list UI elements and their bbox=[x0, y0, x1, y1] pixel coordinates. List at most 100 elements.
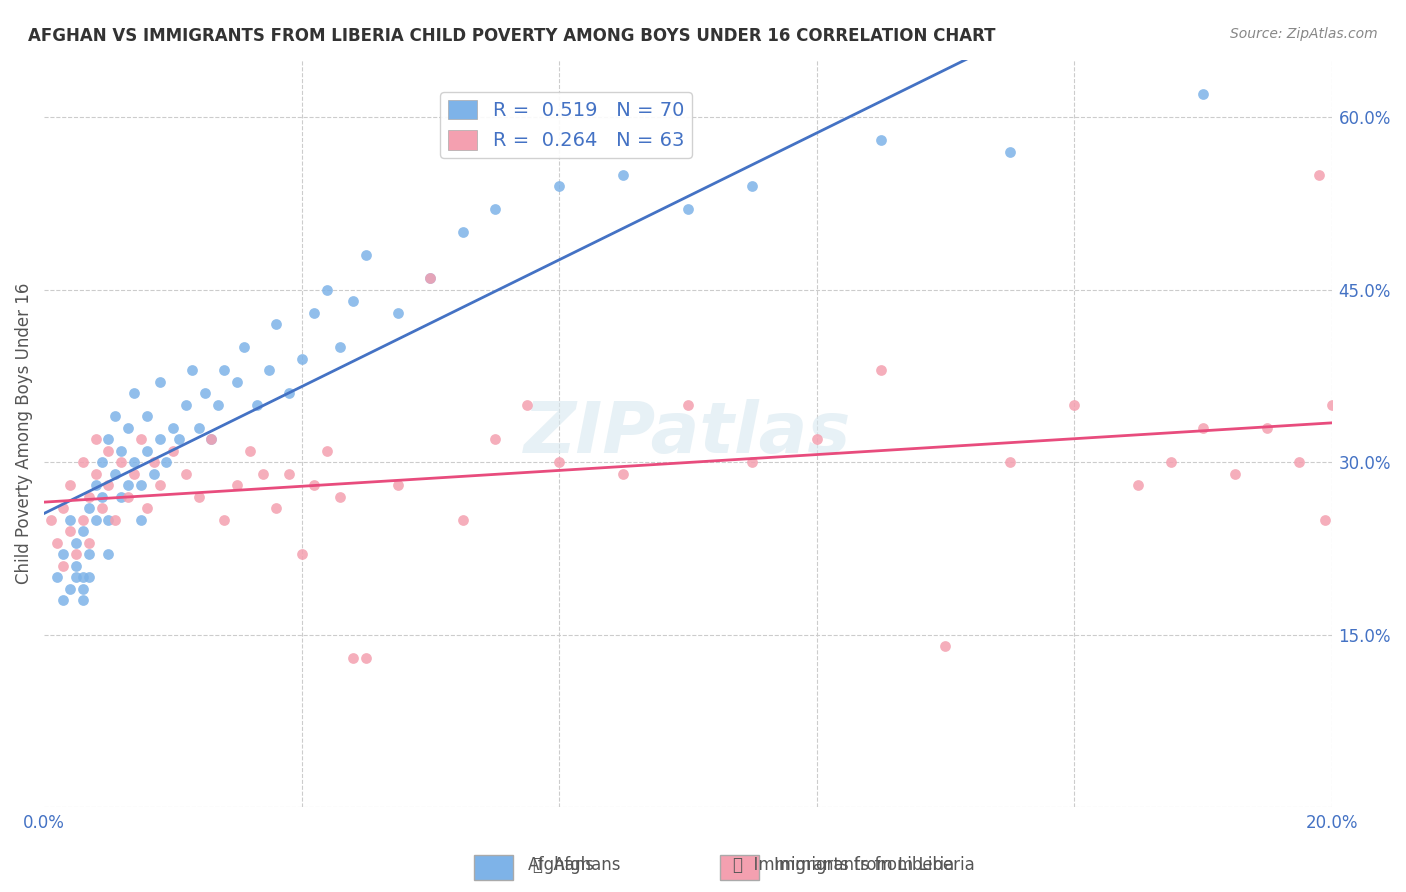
Point bbox=[806, 432, 828, 446]
Point bbox=[516, 398, 538, 412]
Point bbox=[39, 513, 62, 527]
Text: ⬜  Afghans: ⬜ Afghans bbox=[533, 856, 620, 874]
Point bbox=[187, 421, 209, 435]
Point bbox=[72, 455, 94, 469]
Point bbox=[277, 386, 299, 401]
Point bbox=[104, 513, 127, 527]
Point bbox=[548, 179, 571, 194]
Point bbox=[84, 513, 107, 527]
Text: Afghans: Afghans bbox=[529, 856, 595, 874]
Point bbox=[65, 558, 87, 573]
Point bbox=[484, 432, 506, 446]
Text: AFGHAN VS IMMIGRANTS FROM LIBERIA CHILD POVERTY AMONG BOYS UNDER 16 CORRELATION : AFGHAN VS IMMIGRANTS FROM LIBERIA CHILD … bbox=[28, 27, 995, 45]
Point bbox=[142, 455, 165, 469]
Point bbox=[136, 443, 159, 458]
Point bbox=[72, 582, 94, 596]
Point bbox=[329, 340, 352, 354]
Point bbox=[142, 467, 165, 481]
Point bbox=[387, 306, 409, 320]
Text: Immigrants from Liberia: Immigrants from Liberia bbox=[773, 856, 974, 874]
Point bbox=[329, 490, 352, 504]
Point bbox=[91, 501, 114, 516]
Point bbox=[342, 294, 364, 309]
Legend: R =  0.519   N = 70, R =  0.264   N = 63: R = 0.519 N = 70, R = 0.264 N = 63 bbox=[440, 92, 692, 158]
Point bbox=[59, 513, 82, 527]
Point bbox=[1063, 398, 1085, 412]
Point bbox=[110, 490, 132, 504]
Point bbox=[46, 536, 69, 550]
Point bbox=[304, 478, 326, 492]
Point bbox=[187, 490, 209, 504]
Point bbox=[84, 432, 107, 446]
Point bbox=[129, 513, 152, 527]
Point bbox=[1191, 87, 1213, 102]
Point bbox=[316, 283, 339, 297]
Point bbox=[259, 363, 281, 377]
Point bbox=[97, 547, 120, 561]
Point bbox=[232, 340, 254, 354]
Point bbox=[104, 467, 127, 481]
Point bbox=[1308, 168, 1330, 182]
Point bbox=[129, 478, 152, 492]
Point bbox=[65, 547, 87, 561]
Point bbox=[59, 582, 82, 596]
Point bbox=[72, 513, 94, 527]
Point bbox=[52, 593, 75, 607]
Point bbox=[342, 651, 364, 665]
Point bbox=[97, 443, 120, 458]
Point bbox=[194, 386, 217, 401]
Point bbox=[84, 467, 107, 481]
Point bbox=[77, 570, 100, 584]
Point bbox=[1256, 421, 1278, 435]
Point bbox=[354, 248, 377, 262]
Point bbox=[741, 455, 763, 469]
Point bbox=[129, 432, 152, 446]
Point bbox=[59, 524, 82, 539]
Point bbox=[117, 478, 139, 492]
Point bbox=[1288, 455, 1310, 469]
Point bbox=[419, 271, 441, 285]
Point bbox=[451, 225, 474, 239]
Point bbox=[162, 443, 184, 458]
Point bbox=[214, 513, 236, 527]
Point bbox=[207, 398, 229, 412]
Point bbox=[174, 398, 197, 412]
Point bbox=[110, 443, 132, 458]
Point bbox=[181, 363, 204, 377]
Point bbox=[155, 455, 177, 469]
Point bbox=[252, 467, 274, 481]
Text: 🔲  Immigrants from Liberia: 🔲 Immigrants from Liberia bbox=[733, 856, 955, 874]
Point bbox=[1191, 421, 1213, 435]
Point bbox=[1160, 455, 1182, 469]
Point bbox=[77, 501, 100, 516]
Point bbox=[264, 317, 287, 331]
Point bbox=[84, 478, 107, 492]
Point bbox=[104, 409, 127, 424]
Point bbox=[91, 490, 114, 504]
Point bbox=[65, 570, 87, 584]
Point bbox=[612, 168, 634, 182]
Point bbox=[117, 490, 139, 504]
Point bbox=[136, 501, 159, 516]
Point bbox=[52, 558, 75, 573]
Point bbox=[200, 432, 222, 446]
Point bbox=[612, 467, 634, 481]
Point bbox=[46, 570, 69, 584]
Point bbox=[52, 547, 75, 561]
Point bbox=[169, 432, 191, 446]
Point bbox=[149, 478, 172, 492]
Point bbox=[59, 478, 82, 492]
Point bbox=[451, 513, 474, 527]
Point bbox=[200, 432, 222, 446]
Point bbox=[870, 133, 893, 147]
Point bbox=[72, 570, 94, 584]
Text: ZIPatlas: ZIPatlas bbox=[524, 399, 852, 468]
Point bbox=[998, 145, 1021, 159]
Point bbox=[65, 536, 87, 550]
Point bbox=[304, 306, 326, 320]
Point bbox=[77, 547, 100, 561]
Point bbox=[110, 455, 132, 469]
Y-axis label: Child Poverty Among Boys Under 16: Child Poverty Among Boys Under 16 bbox=[15, 283, 32, 584]
Point bbox=[117, 421, 139, 435]
Point bbox=[122, 386, 145, 401]
